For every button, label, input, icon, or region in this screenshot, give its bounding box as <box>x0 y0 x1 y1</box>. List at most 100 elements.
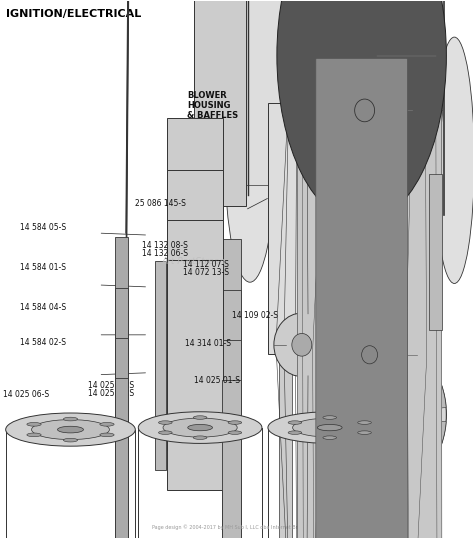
Ellipse shape <box>64 417 78 421</box>
Text: 14 584 02-S: 14 584 02-S <box>19 337 65 347</box>
Circle shape <box>362 345 378 364</box>
Ellipse shape <box>323 436 337 439</box>
FancyBboxPatch shape <box>222 340 241 539</box>
Polygon shape <box>414 0 437 539</box>
Ellipse shape <box>57 426 83 433</box>
Polygon shape <box>297 0 321 539</box>
Polygon shape <box>414 0 437 539</box>
Polygon shape <box>405 0 427 539</box>
Text: 14 584 05-S: 14 584 05-S <box>19 223 66 232</box>
Ellipse shape <box>188 424 212 431</box>
Wedge shape <box>328 333 370 368</box>
Circle shape <box>320 298 419 411</box>
Ellipse shape <box>193 416 207 419</box>
Text: IGNITION/ELECTRICAL: IGNITION/ELECTRICAL <box>6 9 141 19</box>
FancyBboxPatch shape <box>167 220 223 450</box>
FancyBboxPatch shape <box>335 0 394 80</box>
Polygon shape <box>302 0 326 539</box>
Text: 14 219 11-S: 14 219 11-S <box>313 485 358 493</box>
Text: 14 112 07-S: 14 112 07-S <box>348 226 394 236</box>
FancyBboxPatch shape <box>316 58 408 539</box>
Polygon shape <box>394 0 411 539</box>
Ellipse shape <box>268 412 392 444</box>
Ellipse shape <box>228 431 242 434</box>
Text: 14 100 10-S: 14 100 10-S <box>353 297 399 306</box>
Wedge shape <box>303 420 333 467</box>
Text: Page design © 2004-2017 by MH Sub I, LLC dba Internet Brands, Inc.: Page design © 2004-2017 by MH Sub I, LLC… <box>152 524 322 530</box>
Polygon shape <box>328 0 345 539</box>
FancyBboxPatch shape <box>222 380 241 539</box>
Ellipse shape <box>27 433 41 437</box>
Polygon shape <box>366 0 373 298</box>
Ellipse shape <box>277 0 447 223</box>
Wedge shape <box>379 461 421 496</box>
Wedge shape <box>379 333 421 368</box>
Text: 14 025 01-S: 14 025 01-S <box>194 376 240 385</box>
Text: 14 584 01-S: 14 584 01-S <box>19 264 65 272</box>
Ellipse shape <box>358 421 371 424</box>
Circle shape <box>274 313 330 377</box>
Polygon shape <box>394 113 411 539</box>
FancyBboxPatch shape <box>222 291 241 539</box>
Ellipse shape <box>32 420 109 439</box>
Text: 14 584 04-S: 14 584 04-S <box>19 302 66 312</box>
Text: 14 219 07-S: 14 219 07-S <box>313 476 359 485</box>
FancyBboxPatch shape <box>268 103 326 355</box>
Text: 14 112 07-S: 14 112 07-S <box>182 260 228 268</box>
Text: 14 025 05-S: 14 025 05-S <box>88 389 134 398</box>
Text: 14 072 13-S: 14 072 13-S <box>182 268 228 277</box>
Ellipse shape <box>100 433 114 437</box>
Polygon shape <box>346 259 358 539</box>
Ellipse shape <box>228 421 242 424</box>
Text: 14 314 01-S: 14 314 01-S <box>185 339 231 348</box>
Circle shape <box>302 278 438 432</box>
Text: 14 109 02-S: 14 109 02-S <box>232 310 278 320</box>
FancyBboxPatch shape <box>429 174 442 330</box>
Polygon shape <box>381 0 393 451</box>
Ellipse shape <box>225 38 275 282</box>
Circle shape <box>303 333 447 496</box>
FancyBboxPatch shape <box>222 239 241 496</box>
FancyBboxPatch shape <box>167 170 223 400</box>
Ellipse shape <box>292 418 367 437</box>
Polygon shape <box>302 0 326 539</box>
Ellipse shape <box>27 423 41 426</box>
Ellipse shape <box>100 423 114 426</box>
FancyBboxPatch shape <box>194 0 246 206</box>
Polygon shape <box>313 0 334 539</box>
Polygon shape <box>313 0 334 539</box>
Text: 14 132 08-S: 14 132 08-S <box>143 241 188 250</box>
FancyBboxPatch shape <box>115 378 128 539</box>
Wedge shape <box>416 420 446 467</box>
Ellipse shape <box>318 424 342 431</box>
Circle shape <box>352 334 388 375</box>
FancyBboxPatch shape <box>339 251 420 455</box>
Circle shape <box>355 392 394 437</box>
Text: 14 025 06-S: 14 025 06-S <box>3 390 49 399</box>
Ellipse shape <box>288 431 302 434</box>
Text: BLOWER
HOUSING
& BAFFLES: BLOWER HOUSING & BAFFLES <box>187 91 238 120</box>
Text: 14 025 02-S: 14 025 02-S <box>353 337 399 347</box>
Ellipse shape <box>358 431 371 434</box>
Text: 14 314 07-S: 14 314 07-S <box>313 382 359 391</box>
FancyBboxPatch shape <box>338 287 431 491</box>
FancyBboxPatch shape <box>115 338 128 539</box>
Circle shape <box>292 334 312 356</box>
Ellipse shape <box>64 438 78 442</box>
Polygon shape <box>405 0 427 539</box>
Wedge shape <box>328 461 370 496</box>
Circle shape <box>365 403 384 426</box>
Text: Art PartStream™: Art PartStream™ <box>161 257 237 266</box>
FancyBboxPatch shape <box>344 176 395 329</box>
Wedge shape <box>416 362 446 409</box>
Text: 14 025 04-S: 14 025 04-S <box>88 381 134 390</box>
FancyBboxPatch shape <box>155 261 166 471</box>
Text: 14 072 12-S: 14 072 12-S <box>383 241 429 250</box>
Circle shape <box>310 93 419 218</box>
Wedge shape <box>303 362 333 409</box>
FancyBboxPatch shape <box>279 353 292 539</box>
Polygon shape <box>419 0 442 539</box>
Polygon shape <box>381 259 393 539</box>
Ellipse shape <box>255 32 474 279</box>
Polygon shape <box>366 411 373 539</box>
